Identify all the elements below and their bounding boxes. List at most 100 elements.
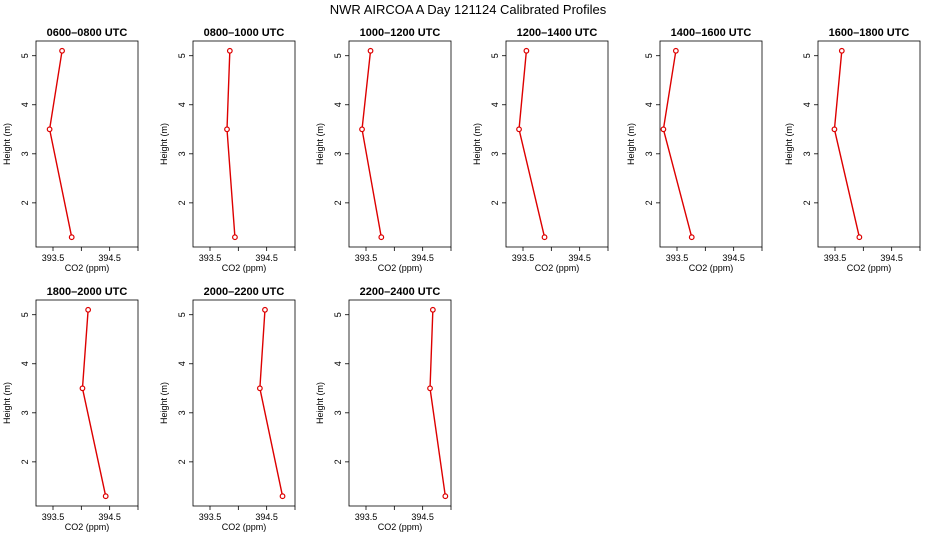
data-point bbox=[856, 234, 863, 241]
y-tick-label: 4 bbox=[177, 361, 187, 366]
x-tick-label: 394.5 bbox=[722, 253, 745, 263]
y-tick-label: 5 bbox=[802, 53, 812, 58]
data-point bbox=[46, 126, 53, 133]
plot-frame bbox=[35, 40, 139, 248]
y-tick-label: 4 bbox=[490, 102, 500, 107]
y-tick-label: 3 bbox=[333, 410, 343, 415]
y-tick-label: 5 bbox=[177, 312, 187, 317]
panel-title: 1800–2000 UTC bbox=[47, 286, 128, 298]
y-tick-label: 3 bbox=[490, 151, 500, 156]
y-tick-label: 5 bbox=[333, 312, 343, 317]
x-tick-label: 394.5 bbox=[98, 512, 121, 522]
y-tick-label: 2 bbox=[333, 200, 343, 205]
data-point bbox=[672, 47, 679, 54]
x-tick-label: 393.5 bbox=[42, 253, 65, 263]
data-point bbox=[279, 493, 286, 500]
x-tick-label: 393.5 bbox=[42, 512, 65, 522]
profile-line bbox=[48, 50, 73, 238]
profile-line bbox=[518, 50, 546, 238]
y-tick-label: 5 bbox=[177, 53, 187, 58]
x-axis-label: CO2 (ppm) bbox=[222, 522, 267, 532]
y-tick-label: 4 bbox=[333, 361, 343, 366]
panel-title: 1400–1600 UTC bbox=[671, 27, 752, 39]
data-point bbox=[516, 126, 522, 133]
data-point bbox=[838, 47, 845, 54]
data-point bbox=[102, 493, 109, 500]
y-tick-label: 5 bbox=[333, 53, 343, 58]
data-point bbox=[79, 385, 86, 392]
chart-title: NWR AIRCOA A Day 121124 Calibrated Profi… bbox=[330, 2, 607, 17]
data-point bbox=[429, 306, 436, 313]
y-tick-label: 5 bbox=[20, 53, 30, 58]
y-axis-label: Height (m) bbox=[315, 123, 325, 165]
x-tick-label: 394.5 bbox=[255, 512, 278, 522]
y-axis-label: Height (m) bbox=[2, 382, 12, 424]
x-axis-label: CO2 (ppm) bbox=[65, 522, 110, 532]
y-tick-label: 2 bbox=[177, 459, 187, 464]
y-tick-label: 2 bbox=[177, 200, 187, 205]
data-point bbox=[442, 493, 449, 500]
y-tick-label: 3 bbox=[20, 151, 30, 156]
x-tick-label: 393.5 bbox=[199, 253, 222, 263]
panel-title: 0800–1000 UTC bbox=[204, 27, 285, 39]
profile-line bbox=[81, 309, 107, 497]
x-axis-label: CO2 (ppm) bbox=[378, 263, 423, 273]
y-tick-label: 4 bbox=[802, 102, 812, 107]
plot-frame bbox=[505, 40, 609, 248]
data-point bbox=[232, 234, 238, 241]
y-tick-label: 2 bbox=[802, 200, 812, 205]
plot-frame bbox=[817, 40, 921, 248]
x-tick-label: 394.5 bbox=[411, 512, 434, 522]
data-point bbox=[367, 47, 374, 54]
x-tick-label: 393.5 bbox=[199, 512, 222, 522]
data-point bbox=[85, 306, 92, 313]
y-tick-label: 2 bbox=[333, 459, 343, 464]
data-point bbox=[660, 126, 667, 133]
profile-line bbox=[833, 50, 861, 238]
y-tick-label: 2 bbox=[20, 200, 30, 205]
data-point bbox=[378, 234, 385, 241]
y-tick-label: 3 bbox=[177, 410, 187, 415]
x-tick-label: 393.5 bbox=[824, 253, 847, 263]
y-tick-label: 2 bbox=[644, 200, 654, 205]
panel-title: 1600–1800 UTC bbox=[829, 27, 910, 39]
data-point bbox=[541, 234, 548, 241]
y-tick-label: 4 bbox=[177, 102, 187, 107]
x-axis-label: CO2 (ppm) bbox=[222, 263, 267, 273]
panel-title: 1200–1400 UTC bbox=[517, 27, 598, 39]
plot-frame bbox=[192, 40, 296, 248]
y-tick-label: 3 bbox=[20, 410, 30, 415]
plot-frame bbox=[348, 40, 452, 248]
x-axis-label: CO2 (ppm) bbox=[535, 263, 580, 273]
y-axis-label: Height (m) bbox=[472, 123, 482, 165]
panel-title: 1000–1200 UTC bbox=[360, 27, 441, 39]
profile-line bbox=[361, 50, 382, 238]
profile-line bbox=[429, 309, 447, 497]
y-tick-label: 2 bbox=[20, 459, 30, 464]
data-point bbox=[224, 126, 230, 133]
plot-frame bbox=[659, 40, 763, 248]
y-axis-label: Height (m) bbox=[315, 382, 325, 424]
data-point bbox=[523, 47, 530, 54]
x-axis-label: CO2 (ppm) bbox=[847, 263, 892, 273]
data-point bbox=[359, 126, 365, 133]
y-axis-label: Height (m) bbox=[159, 123, 169, 165]
x-axis-label: CO2 (ppm) bbox=[689, 263, 734, 273]
y-tick-label: 5 bbox=[490, 53, 500, 58]
y-axis-label: Height (m) bbox=[2, 123, 12, 165]
profile-line bbox=[226, 50, 236, 238]
y-tick-label: 3 bbox=[333, 151, 343, 156]
x-axis-label: CO2 (ppm) bbox=[65, 263, 110, 273]
y-axis-label: Height (m) bbox=[159, 382, 169, 424]
x-tick-label: 394.5 bbox=[568, 253, 591, 263]
panel-title: 2200–2400 UTC bbox=[360, 286, 441, 298]
